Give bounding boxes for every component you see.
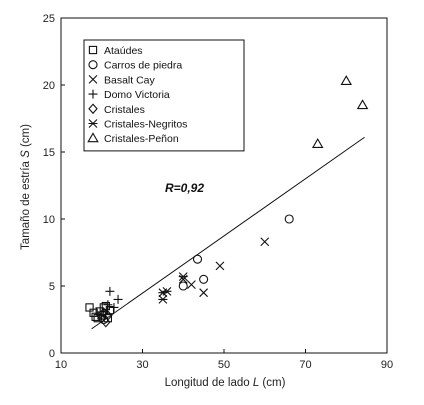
legend-entry-label: Ataúdes <box>104 45 143 57</box>
legend-marker-plus <box>88 89 98 99</box>
data-point-circle <box>284 214 294 224</box>
legend-marker-circle <box>88 60 98 70</box>
data-point-circle <box>192 254 203 264</box>
legend-marker-triangle <box>87 132 99 143</box>
legend-entry-label: Basalt Cay <box>104 74 156 86</box>
y-tick-label: 15 <box>43 147 55 159</box>
regression <box>91 136 365 330</box>
legend: Ataúdes Carros de piedra Basalt Cay Domo Vi… <box>83 39 245 152</box>
legend-entry-label: Cristales-Negritos <box>104 119 187 131</box>
data-point-triangle <box>340 75 353 86</box>
y-axis-title: Tamaño de estría S (cm) <box>20 124 32 250</box>
data-point-diamond <box>101 316 111 328</box>
data-point-diamond <box>103 310 113 321</box>
data-point-plus <box>113 294 123 304</box>
data-point-triangle <box>356 99 369 110</box>
y-tick-label: 10 <box>43 214 55 226</box>
data-point-asterisk <box>162 286 172 296</box>
legend-entry-label: Cristales <box>104 104 145 116</box>
data-point-circle <box>178 281 188 291</box>
data-point-x <box>199 288 209 298</box>
ticks: 10 30 50 70 90 0 5 10 15 20 25 <box>43 13 393 371</box>
data-points <box>85 75 369 328</box>
data-point-plus <box>109 302 119 312</box>
data-point-circle <box>199 274 209 284</box>
legend-entry-label: Cristales-Peñon <box>104 133 179 145</box>
legend-marker-square <box>88 45 98 55</box>
data-point-asterisk <box>178 272 188 282</box>
legend-entry-label: Carros de piedra <box>104 60 182 72</box>
legend-marker-diamond <box>88 103 98 115</box>
x-tick-label: 90 <box>381 359 393 371</box>
correlation-annotation: R=0,92 <box>165 181 204 195</box>
legend-entry-label: Domo Victoria <box>104 89 170 101</box>
regression-line <box>91 136 365 330</box>
data-point-square <box>103 314 113 323</box>
data-point-plus <box>103 300 113 310</box>
y-tick-label: 20 <box>43 80 55 92</box>
data-point-diamond <box>99 307 109 319</box>
x-tick-label: 10 <box>55 359 67 371</box>
y-tick-label: 25 <box>43 13 55 25</box>
legend-marker-x <box>88 75 98 84</box>
data-point-triangle <box>311 138 324 149</box>
x-axis-title: Longitud de lado L (cm) <box>165 377 286 389</box>
x-tick-label: 30 <box>136 359 148 371</box>
legend-marker-asterisk <box>88 119 98 128</box>
y-tick-label: 5 <box>49 281 55 293</box>
y-tick-label: 0 <box>49 348 55 360</box>
data-point-asterisk <box>158 295 168 304</box>
legend-box <box>83 39 245 152</box>
x-tick-label: 50 <box>218 359 230 371</box>
data-point-x <box>187 280 196 290</box>
x-tick-label: 70 <box>299 359 311 371</box>
data-point-x <box>260 237 270 247</box>
data-point-plus <box>105 286 115 296</box>
data-point-x <box>215 261 225 271</box>
